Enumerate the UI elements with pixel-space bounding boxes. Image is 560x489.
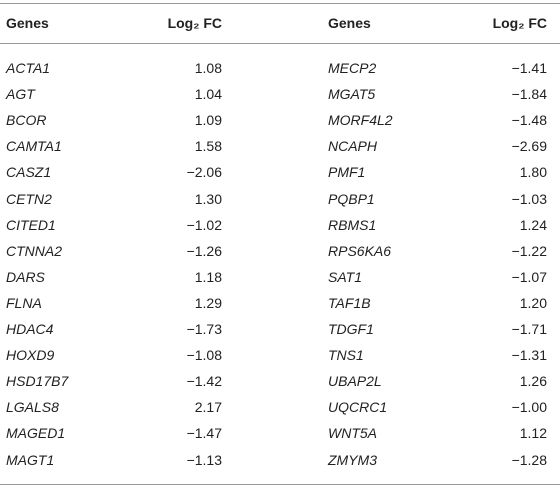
- log-fc-value: −1.26: [186, 242, 222, 259]
- log-fc-value: −1.08: [186, 347, 222, 364]
- gene-name: CITED1: [6, 216, 56, 233]
- log-fc-value: −1.48: [511, 112, 547, 129]
- column-header: Log₂ FC: [167, 15, 222, 31]
- log-fc-value: 1.29: [194, 294, 222, 311]
- log-fc-value: 1.24: [519, 216, 547, 233]
- gene-name: DARS: [6, 268, 45, 285]
- log-fc-value: −1.71: [511, 321, 547, 337]
- gene-name: HOXD9: [6, 347, 55, 364]
- header-rule: [0, 43, 560, 44]
- gene-name: MAGT1: [6, 451, 55, 468]
- log-fc-value: −1.22: [511, 242, 547, 259]
- log-fc-value: −1.03: [511, 190, 547, 207]
- gene-name: PMF1: [328, 164, 366, 181]
- gene-name: FLNA: [6, 294, 42, 311]
- gene-name: AGT: [6, 86, 35, 103]
- log-fc-value: 1.04: [194, 86, 222, 103]
- log-fc-value: −1.41: [511, 60, 547, 76]
- log-fc-value: 1.12: [519, 425, 547, 442]
- gene-name: ACTA1: [6, 60, 51, 76]
- gene-name: CTNNA2: [6, 242, 63, 259]
- log-fc-value: −1.84: [511, 86, 547, 103]
- gene-name: UBAP2L: [328, 373, 382, 390]
- gene-name: MAGED1: [6, 425, 66, 442]
- column-header: Genes: [6, 15, 49, 31]
- gene-name: NCAPH: [328, 138, 378, 155]
- column-header: Log₂ FC: [492, 15, 547, 31]
- gene-name: MGAT5: [328, 86, 376, 103]
- bottom-rule: [0, 484, 560, 485]
- gene-name: BCOR: [6, 112, 47, 129]
- gene-name: RBMS1: [328, 216, 377, 233]
- log-fc-value: 1.20: [519, 294, 547, 311]
- log-fc-value: −1.42: [186, 373, 222, 390]
- column-header: Genes: [328, 15, 371, 31]
- gene-name: CETN2: [6, 190, 52, 207]
- gene-name: WNT5A: [328, 425, 377, 442]
- log-fc-value: 2.17: [194, 399, 222, 416]
- log-fc-value: −1.47: [186, 425, 222, 442]
- top-rule: [0, 3, 560, 4]
- log-fc-value: −1.00: [511, 399, 547, 416]
- gene-name: RPS6KA6: [328, 242, 392, 259]
- log-fc-value: 1.18: [194, 268, 222, 285]
- log-fc-value: −1.13: [186, 451, 222, 468]
- log-fc-value: 1.09: [194, 112, 222, 129]
- gene-name: MECP2: [328, 60, 377, 76]
- gene-name: LGALS8: [6, 399, 59, 416]
- gene-name: HSD17B7: [6, 373, 69, 390]
- log-fc-value: −1.28: [511, 451, 547, 468]
- log-fc-value: −1.02: [186, 216, 222, 233]
- log-fc-value: 1.08: [194, 60, 222, 76]
- log-fc-value: −1.31: [511, 347, 547, 364]
- gene-name: CASZ1: [6, 164, 52, 181]
- log-fc-value: −1.73: [186, 321, 222, 337]
- gene-name: SAT1: [328, 268, 362, 285]
- log-fc-value: −1.07: [511, 268, 547, 285]
- log-fc-value: −2.69: [511, 138, 547, 155]
- gene-name: TAF1B: [328, 294, 371, 311]
- log-fc-value: 1.80: [519, 164, 547, 181]
- log-fc-value: 1.58: [194, 138, 222, 155]
- log-fc-value: 1.30: [194, 190, 222, 207]
- gene-name: HDAC4: [6, 321, 54, 337]
- gene-name: TNS1: [328, 347, 364, 364]
- log-fc-value: −2.06: [186, 164, 222, 181]
- gene-name: PQBP1: [328, 190, 375, 207]
- log-fc-value: 1.26: [519, 373, 547, 390]
- gene-name: CAMTA1: [6, 138, 62, 155]
- gene-name: ZMYM3: [328, 451, 377, 468]
- gene-name: UQCRC1: [328, 399, 388, 416]
- gene-name: TDGF1: [328, 321, 374, 337]
- gene-name: MORF4L2: [328, 112, 393, 129]
